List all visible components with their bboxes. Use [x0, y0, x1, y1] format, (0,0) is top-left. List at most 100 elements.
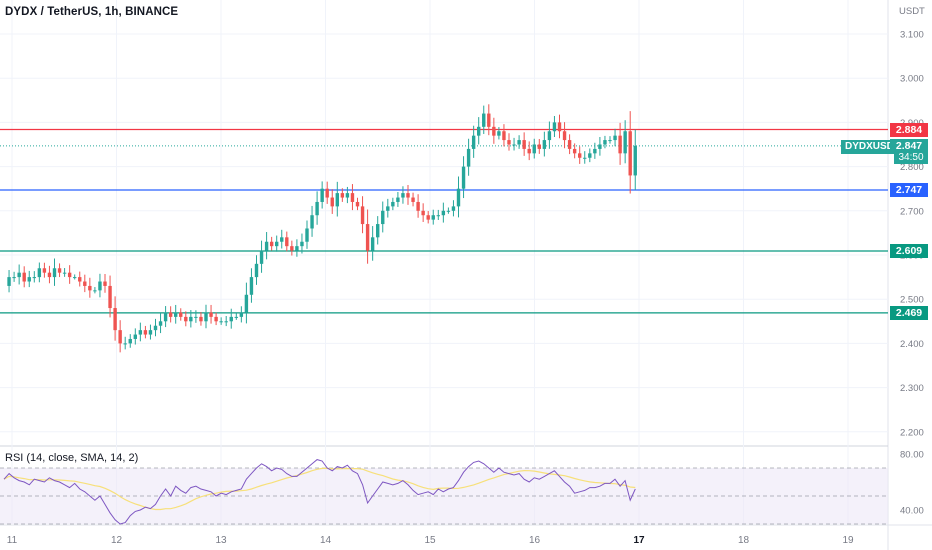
y-tick-label: 2.400: [900, 339, 924, 350]
rsi-ma-line: [3, 467, 636, 511]
candle-body: [285, 237, 289, 247]
y-tick-label: 2.500: [900, 295, 924, 306]
candle-body: [315, 201, 319, 216]
candle-body: [325, 188, 329, 198]
currency-label: USDT: [899, 6, 925, 17]
candle-body: [330, 197, 334, 207]
candle-body: [567, 140, 572, 149]
candle-body: [320, 188, 324, 202]
candle-body: [133, 334, 137, 339]
candle-body: [446, 210, 451, 212]
candle-body: [370, 237, 375, 251]
x-tick-label: 16: [529, 535, 541, 546]
candle-body: [113, 308, 117, 331]
candle-body: [436, 215, 440, 217]
support-price-label-3: 2.469: [890, 306, 928, 320]
candle-body: [507, 140, 511, 145]
x-tick-label: 19: [842, 535, 854, 546]
y-tick-label: 2.300: [900, 383, 924, 394]
candle-body: [421, 210, 425, 216]
candle-body: [340, 193, 345, 198]
candle-body: [426, 215, 430, 220]
candle-body: [451, 206, 456, 211]
x-tick-label: 15: [424, 535, 436, 546]
candle-body: [542, 140, 547, 149]
candle-body: [275, 241, 279, 247]
candle-body: [123, 343, 127, 345]
candle-body: [47, 272, 52, 278]
candle-body: [290, 246, 294, 251]
candle-body: [27, 277, 31, 282]
candle-body: [295, 246, 299, 251]
candle-body: [62, 272, 67, 274]
candle-body: [138, 330, 143, 335]
candle-body: [163, 312, 168, 322]
y-tick-label: 2.200: [900, 427, 924, 438]
candle-body: [234, 316, 238, 318]
candle-body: [396, 197, 400, 202]
candle-body: [618, 135, 622, 154]
candle-body: [593, 148, 597, 154]
candle-body: [67, 272, 72, 278]
candle-body: [148, 330, 153, 335]
candle-body: [73, 277, 77, 279]
support-price-label-2: 2.609: [890, 244, 928, 258]
candle-body: [189, 316, 193, 322]
candle-body: [52, 268, 57, 278]
candle-body: [128, 338, 132, 344]
candle-body: [578, 153, 582, 158]
candle-body: [406, 193, 410, 198]
candle-body: [608, 140, 612, 142]
candle-body: [350, 193, 355, 202]
rsi-label: RSI (14, close, SMA, 14, 2): [5, 452, 139, 464]
candle-body: [471, 135, 476, 149]
candle-body: [552, 122, 557, 132]
candle-body: [355, 201, 360, 207]
candle-body: [300, 241, 304, 247]
candle-body: [623, 131, 627, 154]
candle-body: [249, 277, 254, 295]
candle-body: [376, 224, 380, 238]
candle-body: [224, 321, 228, 323]
candle-body: [118, 330, 122, 344]
candle-body: [209, 312, 213, 317]
candle-body: [264, 241, 269, 251]
candle-body: [158, 321, 163, 326]
candles: [7, 104, 637, 353]
candle-body: [487, 113, 491, 127]
candle-body: [441, 210, 446, 216]
candle-body: [628, 131, 632, 176]
candle-body: [214, 316, 218, 322]
candle-body: [477, 126, 481, 136]
candle-body: [239, 312, 244, 317]
candle-body: [98, 281, 102, 291]
candle-body: [492, 126, 496, 136]
resistance-price-label: 2.884: [890, 123, 928, 137]
candle-body: [532, 144, 536, 154]
candle-body: [174, 312, 178, 317]
candle-body: [199, 316, 203, 322]
candle-body: [17, 272, 21, 278]
candle-body: [143, 330, 148, 335]
candle-body: [108, 285, 112, 309]
candle-body: [168, 312, 173, 317]
candle-body: [572, 148, 577, 154]
candle-body: [411, 197, 415, 202]
candle-body: [613, 135, 617, 141]
candle-body: [103, 281, 107, 286]
candle-body: [244, 294, 249, 313]
x-tick-label: 17: [633, 535, 645, 546]
candle-body: [305, 228, 309, 242]
candle-body: [310, 215, 314, 229]
candle-body: [280, 237, 284, 242]
candle-body: [335, 193, 339, 207]
candle-body: [184, 316, 188, 322]
rsi-tick-label: 40.00: [900, 506, 924, 517]
candle-body: [522, 140, 526, 149]
candle-body: [219, 321, 223, 323]
support-price-label-1: 2.747: [890, 183, 928, 197]
x-tick-label: 14: [320, 535, 332, 546]
candle-body: [456, 188, 461, 207]
